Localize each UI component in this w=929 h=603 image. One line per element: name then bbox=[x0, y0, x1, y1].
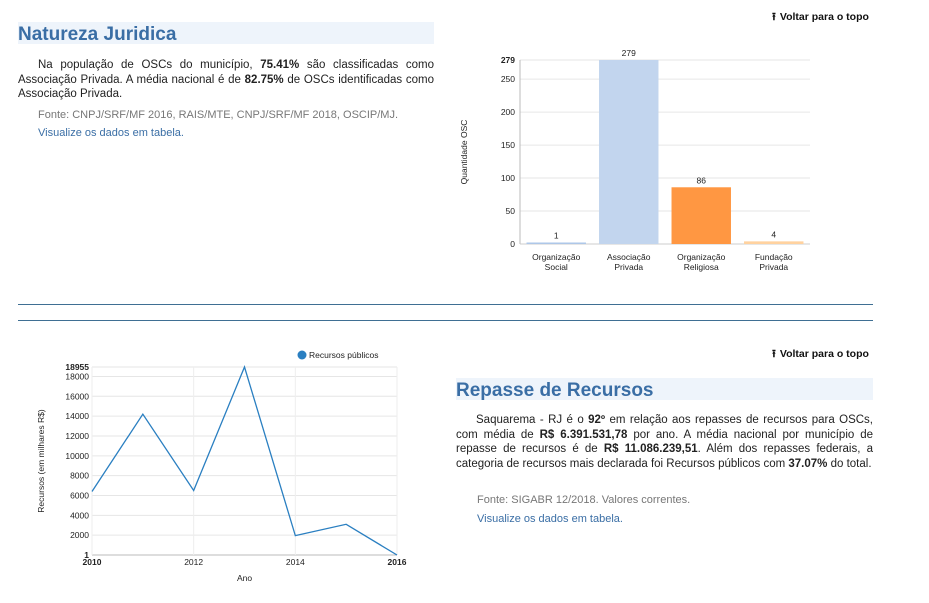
bar-3 bbox=[744, 241, 804, 244]
repasse-text-2: em relação aos repasses de recursos para… bbox=[456, 414, 874, 441]
line-x-label: Ano bbox=[237, 573, 252, 583]
bar-ytick-2: 100 bbox=[501, 173, 515, 183]
bar-category-label-0-1: Social bbox=[545, 262, 568, 272]
line-ytick-8: 16000 bbox=[65, 391, 89, 401]
repasse-rank: 92º bbox=[588, 414, 606, 426]
line-ytick-6: 12000 bbox=[65, 431, 89, 441]
bar-y-label: Quantidade OSC bbox=[459, 120, 469, 185]
bar-1 bbox=[599, 60, 659, 244]
bar-ytick-6: 279 bbox=[501, 55, 515, 65]
bar-ytick-0: 0 bbox=[510, 239, 515, 249]
line-ytick-2: 4000 bbox=[70, 510, 89, 520]
bar-category-label-3-0: Fundação bbox=[755, 252, 793, 262]
line-y-label: Recursos (em milhares R$) bbox=[36, 409, 46, 513]
repasse-text-4: . Além dos repasses federais, a categori… bbox=[456, 443, 873, 470]
natureza-pct-2: 82.75% bbox=[244, 73, 284, 86]
bar-value-label-0: 1 bbox=[554, 231, 559, 241]
line-ytick-7: 14000 bbox=[65, 411, 89, 421]
line-ytick-9: 18000 bbox=[65, 371, 89, 381]
back-to-top-label-2: Voltar para o topo bbox=[779, 348, 869, 360]
repasse-national-average: R$ 11.086.239,51 bbox=[603, 443, 698, 455]
natureza-text-1: Na população de OSCs do município, bbox=[38, 59, 261, 71]
back-to-top-link[interactable]: ⭱ Voltar para o topo bbox=[772, 8, 869, 27]
repasse-pct: 37.07% bbox=[788, 457, 828, 470]
natureza-source: Fonte: CNPJ/SRF/MF 2016, RAIS/MTE, CNPJ/… bbox=[38, 109, 399, 121]
line-ytick-3: 6000 bbox=[70, 490, 89, 500]
natureza-pct-1: 75.41% bbox=[260, 59, 300, 71]
repasse-source: Fonte: SIGABR 12/2018. Valores correntes… bbox=[477, 494, 691, 506]
repasse-line-chart: 1200040006000800010000120001400016000180… bbox=[36, 350, 407, 583]
section-divider-2 bbox=[18, 320, 873, 321]
section-divider-1 bbox=[18, 304, 873, 305]
bar-category-label-2-1: Religiosa bbox=[684, 262, 719, 272]
bar-ytick-1: 50 bbox=[506, 206, 516, 216]
line-xtick-1: 2012 bbox=[184, 557, 203, 567]
bar-ytick-5: 250 bbox=[501, 74, 515, 84]
bar-value-label-1: 279 bbox=[622, 48, 636, 58]
line-legend-marker bbox=[297, 350, 307, 360]
bar-category-label-1-1: Privada bbox=[614, 262, 643, 272]
bar-ytick-3: 150 bbox=[501, 140, 515, 150]
line-ytick-10: 18955 bbox=[65, 362, 89, 372]
repasse-text-1: Saquarema - RJ é o bbox=[476, 414, 589, 426]
back-to-top-link-2[interactable]: ⭱ Voltar para o topo bbox=[772, 345, 869, 364]
line-ytick-1: 2000 bbox=[70, 530, 89, 540]
bar-ytick-4: 200 bbox=[501, 107, 515, 117]
natureza-bar-chart: 0 50 100 150 200 250 279 Quantidade OSC 1 Organiz… bbox=[459, 48, 810, 272]
bar-category-label-2-0: Organização bbox=[677, 252, 725, 262]
repasse-text-3: por ano. A média nacional por município … bbox=[456, 428, 873, 456]
repasse-table-link[interactable]: Visualize os dados em tabela. bbox=[477, 513, 623, 525]
bar-category-label-3-1: Privada bbox=[759, 262, 788, 272]
natureza-paragraph: Na população de OSCs do município, 75.41… bbox=[18, 58, 434, 102]
line-ytick-4: 8000 bbox=[70, 471, 89, 481]
repasse-average: R$ 6.391.531,78 bbox=[539, 428, 628, 441]
line-xtick-0: 2010 bbox=[83, 557, 102, 567]
line-xtick-2: 2014 bbox=[286, 557, 305, 567]
repasse-paragraph: Saquarema - RJ é o 92º em relação aos re… bbox=[456, 413, 873, 471]
natureza-text-2: são classificadas como Associação Privad… bbox=[18, 59, 434, 86]
arrow-up-icon: ⭱ bbox=[772, 11, 776, 23]
arrow-up-icon-2: ⭱ bbox=[772, 348, 776, 360]
natureza-title: Natureza Juridica bbox=[18, 22, 434, 45]
bar-2 bbox=[671, 187, 731, 244]
line-ytick-0: 1 bbox=[84, 550, 89, 560]
line-series-recursos-publicos bbox=[91, 365, 398, 556]
bar-0 bbox=[526, 242, 586, 244]
bar-category-label-0-0: Organização bbox=[532, 252, 580, 262]
natureza-text-3: de OSCs identificadas como Associação Pr… bbox=[18, 73, 434, 101]
bar-value-label-2: 86 bbox=[697, 175, 707, 185]
repasse-text-5: do total. bbox=[827, 457, 872, 470]
bar-value-label-3: 4 bbox=[771, 229, 776, 239]
line-xtick-3: 2016 bbox=[388, 557, 407, 567]
line-legend-label: Recursos públicos bbox=[309, 350, 378, 360]
back-to-top-label: Voltar para o topo bbox=[779, 11, 869, 23]
bar-category-label-1-0: Associação bbox=[607, 252, 651, 262]
line-ytick-5: 10000 bbox=[65, 451, 89, 461]
natureza-table-link[interactable]: Visualize os dados em tabela. bbox=[38, 127, 184, 139]
repasse-title: Repasse de Recursos bbox=[456, 378, 873, 401]
